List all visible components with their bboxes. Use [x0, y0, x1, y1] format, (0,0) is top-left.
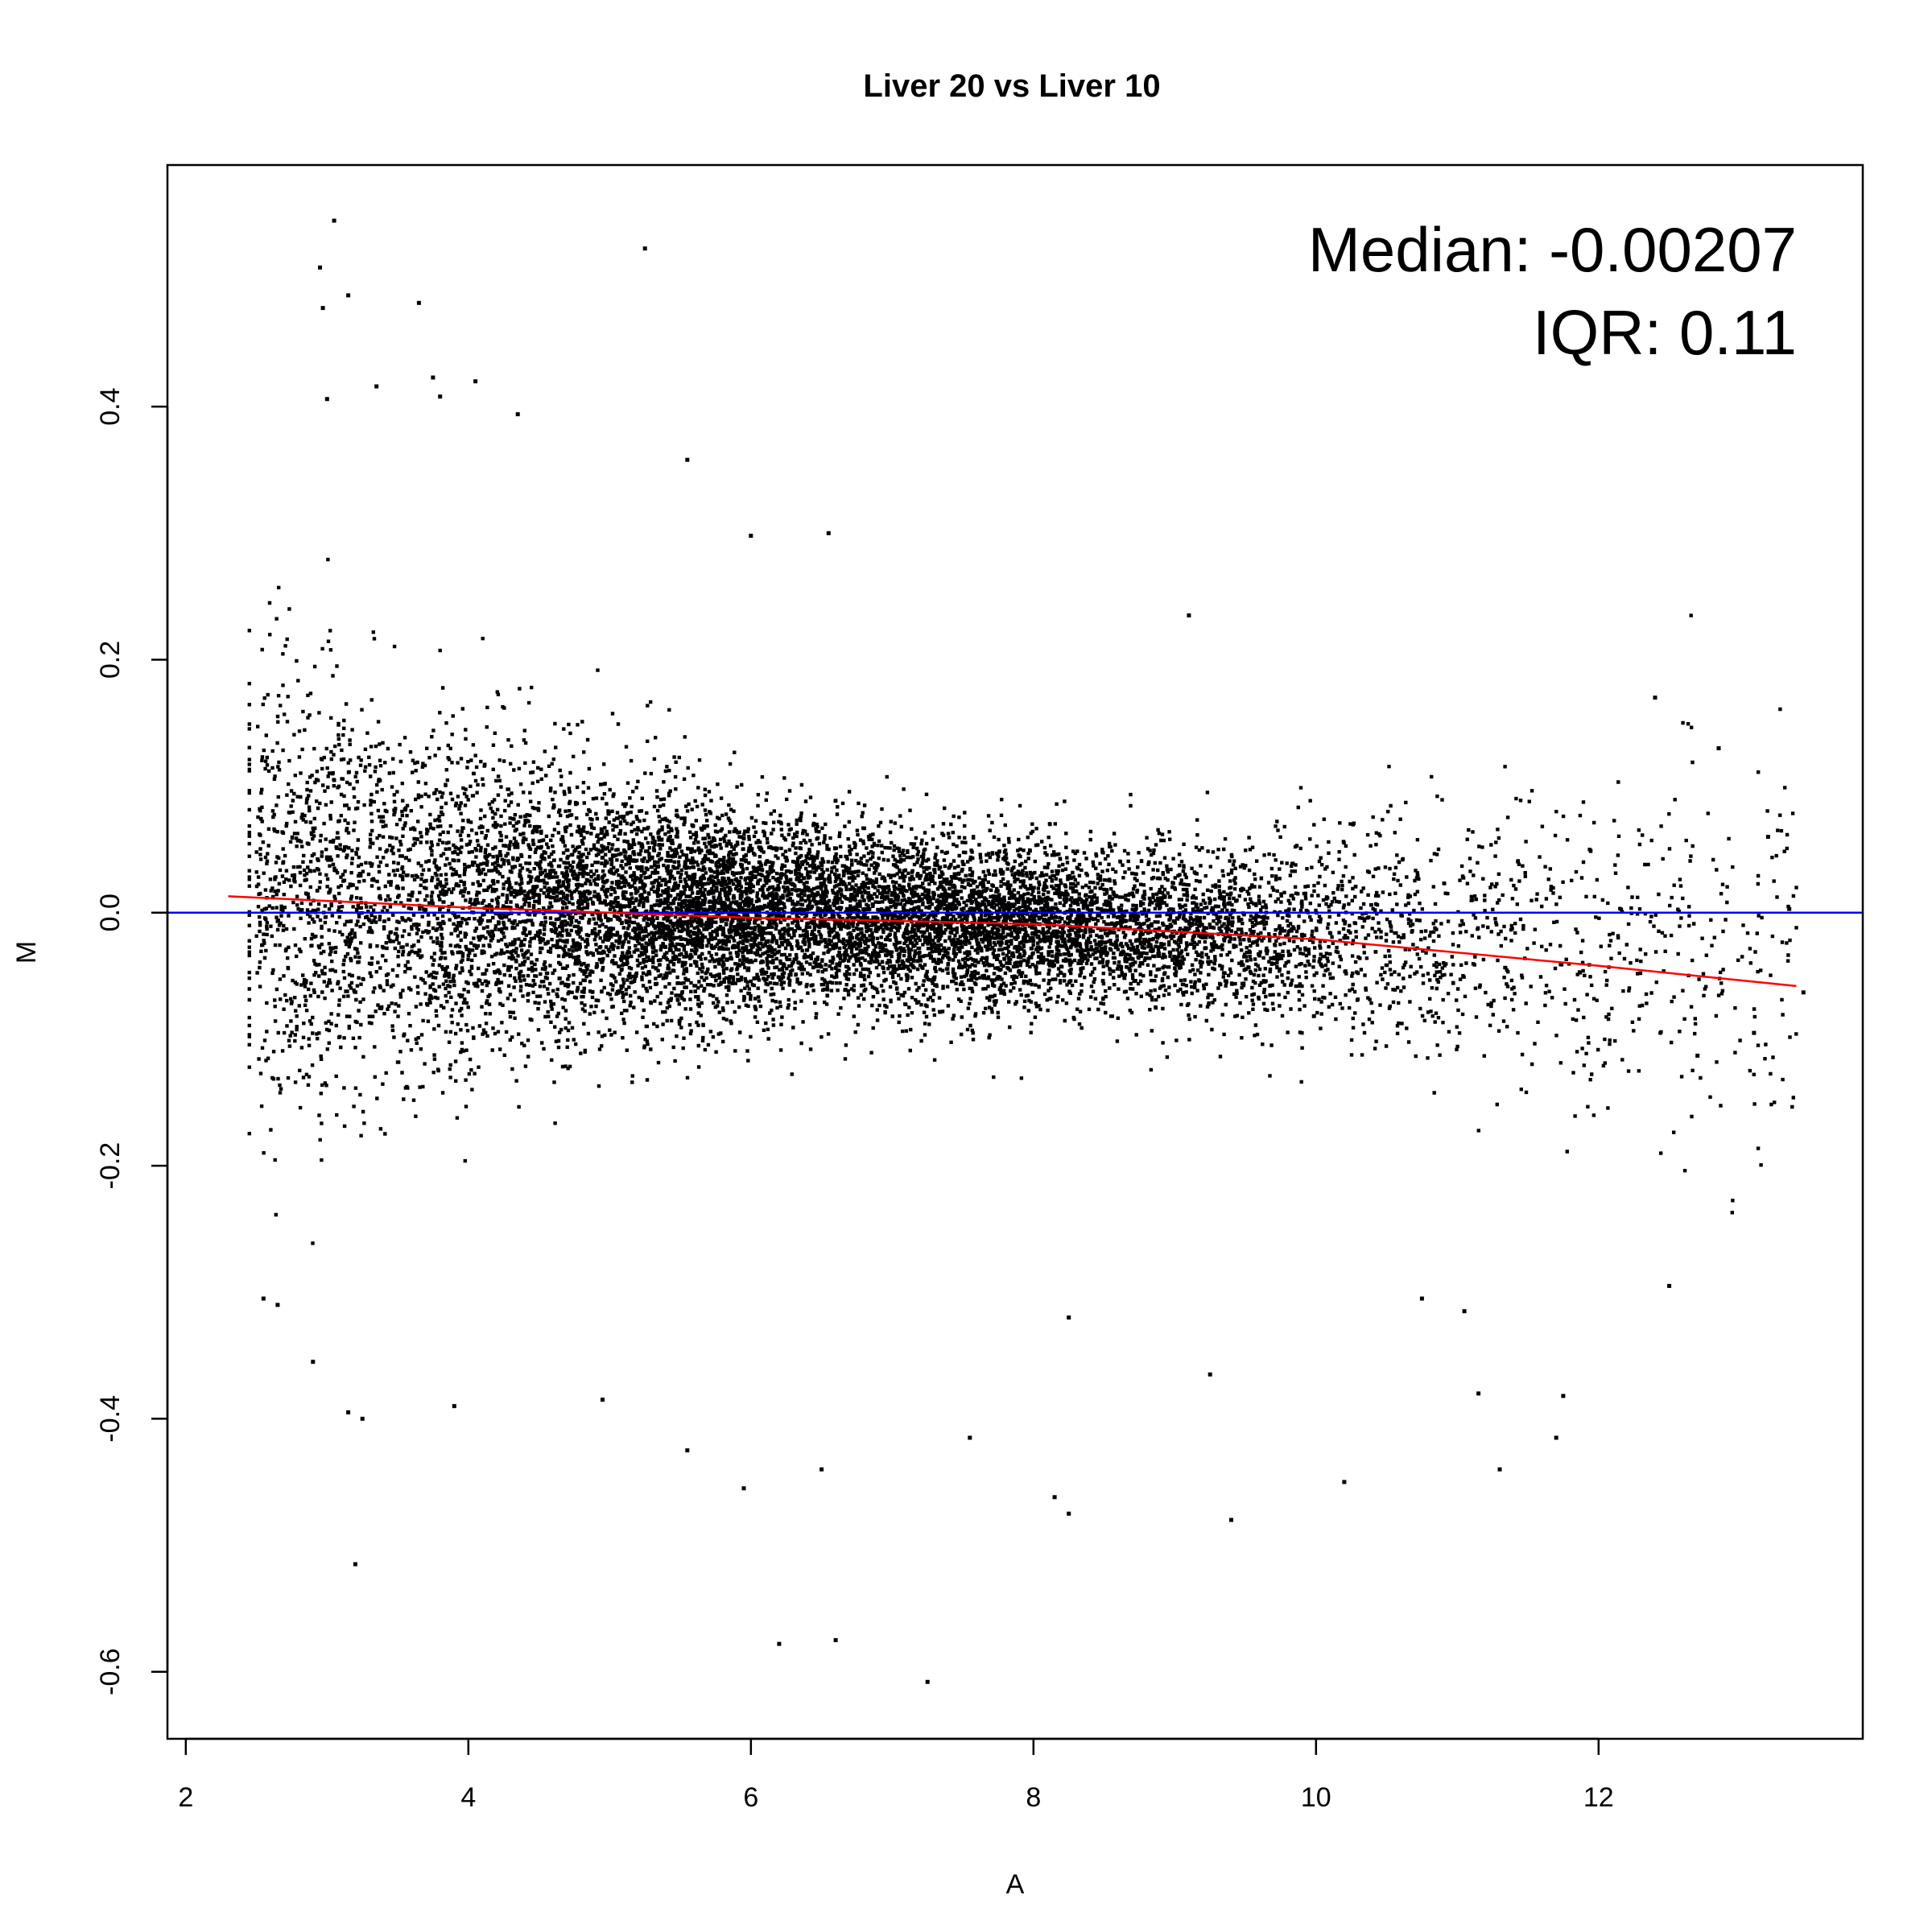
scatter-point: [826, 530, 831, 535]
scatter-point: [346, 293, 351, 298]
scatter-point: [1462, 1309, 1467, 1314]
y-tick-label: 0.0: [95, 894, 126, 931]
scatter-point: [1716, 746, 1721, 750]
scatter-point: [1229, 1517, 1233, 1522]
scatter-point: [360, 1416, 365, 1421]
scatter-point: [320, 306, 325, 311]
y-tick-label: 0.2: [95, 641, 126, 679]
scatter-point: [261, 1296, 266, 1301]
scatter-point: [925, 1679, 930, 1684]
x-tick-label: 10: [1301, 1782, 1331, 1813]
scatter-point: [431, 375, 436, 380]
scatter-point: [819, 1467, 824, 1472]
x-tick-label: 6: [743, 1782, 758, 1813]
y-tick-label: -0.4: [95, 1395, 126, 1443]
scatter-point: [1653, 696, 1657, 700]
scatter-point: [1342, 1480, 1347, 1484]
scatter-point: [318, 265, 322, 270]
scatter-point: [1695, 1053, 1700, 1058]
median-annotation: Median: -0.00207: [1308, 214, 1797, 285]
scatter-point: [275, 1302, 280, 1307]
y-tick-label: -0.2: [95, 1142, 126, 1190]
scatter-point: [324, 397, 329, 402]
scatter-point: [1497, 1467, 1502, 1472]
scatter-point: [1752, 1030, 1757, 1035]
reference-lines: [167, 895, 1863, 988]
x-tick-label: 4: [460, 1782, 476, 1813]
scatter-point: [741, 1486, 746, 1491]
scatter-point: [1787, 906, 1792, 911]
iqr-annotation: IQR: 0.11: [1533, 297, 1797, 368]
scatter-point: [1765, 835, 1770, 839]
x-tick-label: 8: [1026, 1782, 1041, 1813]
scatter-point: [777, 1641, 782, 1646]
scatter-point: [1067, 1315, 1071, 1320]
scatter-point: [1067, 1511, 1071, 1516]
scatter-point: [642, 246, 647, 251]
x-tick-label: 2: [178, 1782, 193, 1813]
scatter-point: [1801, 990, 1806, 995]
scatter-point: [416, 300, 421, 305]
x-tick-label: 12: [1583, 1782, 1614, 1813]
x-axis-label: A: [1006, 1869, 1025, 1900]
scatter-point: [685, 1448, 690, 1453]
scatter-point: [1476, 1391, 1481, 1396]
scatter-point: [1187, 613, 1191, 617]
y-axis-label: M: [11, 941, 42, 964]
scatter-point: [749, 534, 753, 538]
y-tick-label: 0.4: [95, 388, 126, 426]
scatter-cloud: [247, 557, 1798, 1245]
scatter-point: [1419, 1296, 1424, 1301]
scatter-point: [473, 379, 478, 384]
scatter-point: [1554, 1435, 1558, 1440]
scatter-points: [247, 218, 1806, 1684]
scatter-point: [311, 1360, 316, 1364]
scatter-point: [1561, 1393, 1566, 1398]
scatter-point: [353, 1562, 357, 1567]
scatter-point: [968, 1435, 972, 1440]
scatter-point: [833, 1637, 838, 1642]
scatter-point: [1052, 1495, 1057, 1500]
chart-title: Liver 20 vs Liver 10: [863, 68, 1160, 104]
scatter-point: [346, 1410, 351, 1414]
scatter-point: [685, 457, 690, 462]
scatter-point: [332, 218, 336, 223]
x-axis: 2 4 6 8 10 12: [178, 1737, 1614, 1813]
y-axis: -0.6 -0.4 -0.2 0.0 0.2 0.4: [95, 388, 169, 1695]
loess-fit-line: [228, 895, 1797, 988]
scatter-point: [374, 384, 379, 389]
scatter-point: [515, 412, 520, 417]
scatter-point: [438, 394, 443, 399]
scatter-point: [1208, 1372, 1212, 1377]
scatter-point: [452, 1404, 456, 1409]
scatter-point: [601, 1397, 605, 1402]
y-tick-label: -0.6: [95, 1648, 126, 1695]
scatter-point: [1667, 1283, 1672, 1288]
